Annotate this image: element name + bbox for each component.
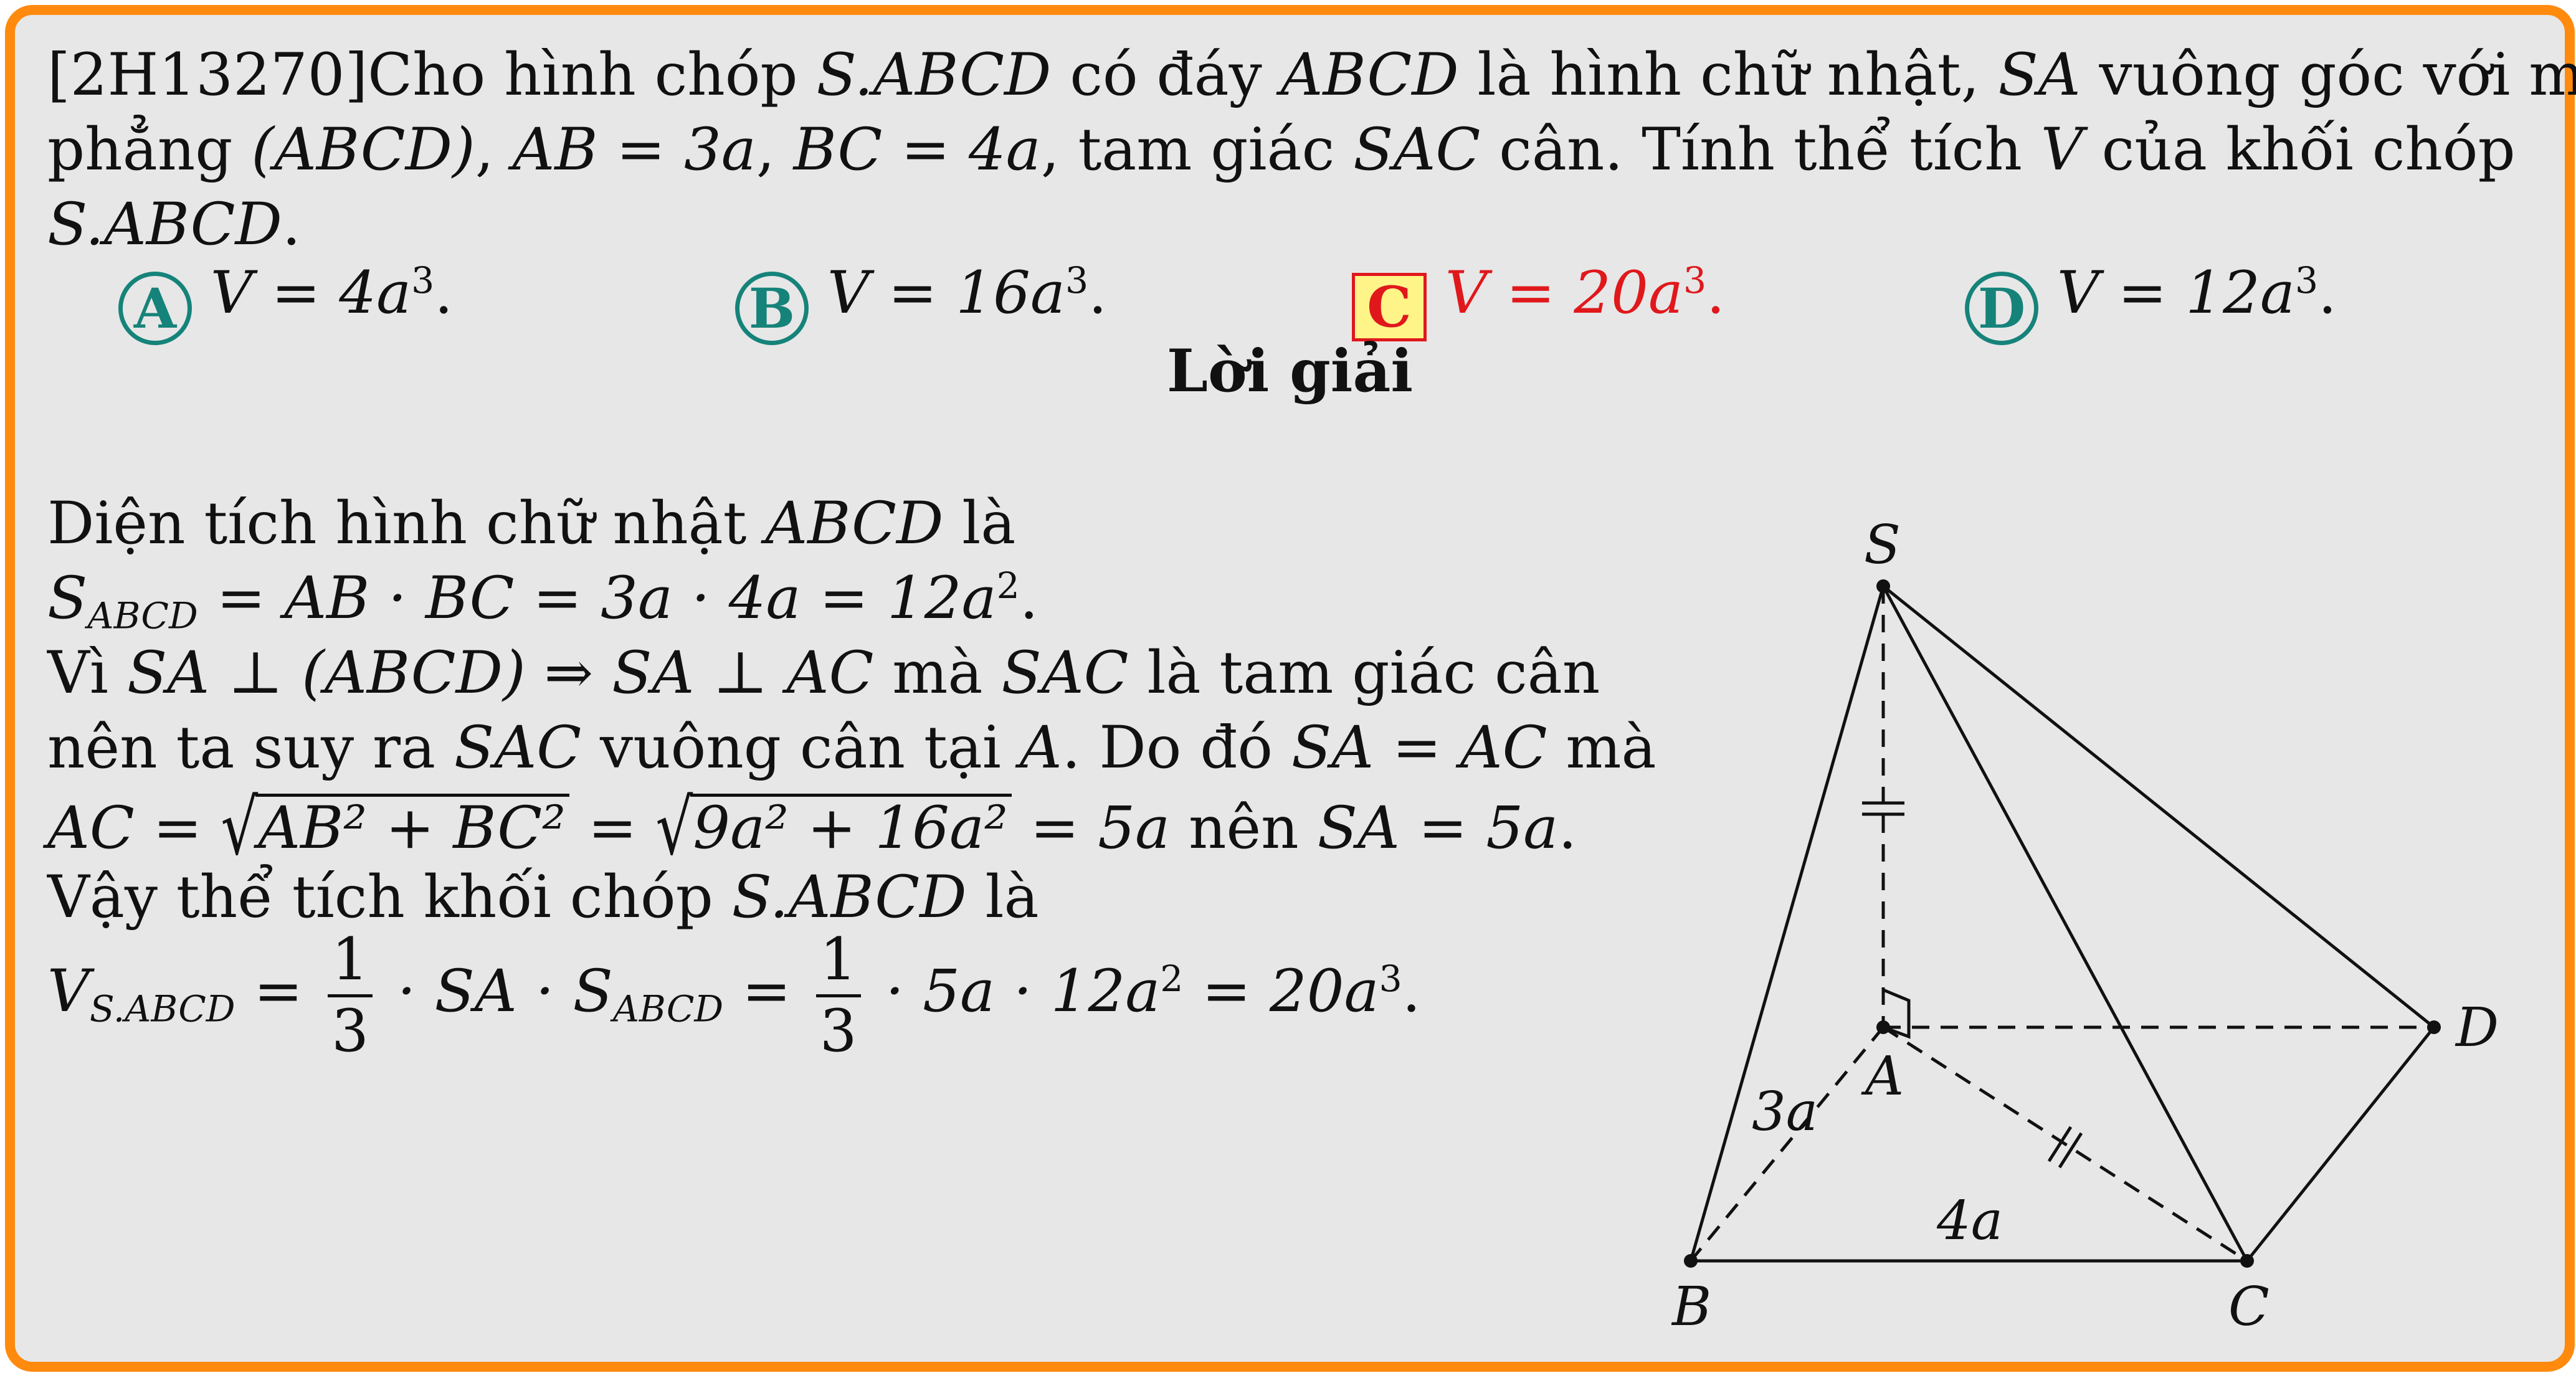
vertex-label-s: S: [1864, 514, 1901, 576]
vertex-c-dot: [2240, 1254, 2254, 1268]
edge-sc: [1881, 585, 2249, 1262]
edge-label-3a: 3a: [1752, 1081, 1818, 1143]
vertex-s-dot: [1876, 579, 1890, 593]
pyramid-figure: S A B C D 3a 4a: [1671, 514, 2499, 1338]
tick-ac-2: [2058, 1132, 2083, 1169]
vertex-label-c: C: [2228, 1276, 2269, 1338]
option-c-correct[interactable]: C V = 20a3.: [1352, 262, 1725, 341]
sqrt-ab-bc: AB² + BC²: [255, 794, 569, 858]
right-angle-mark: [1883, 988, 1911, 1039]
option-b[interactable]: B V = 16a3.: [735, 262, 1107, 345]
vertex-label-d: D: [2455, 997, 2499, 1059]
problem-card: [2H13270]Cho hình chóp S.ABCD có đáy ABC…: [5, 5, 2576, 1372]
tick-ac-1: [2047, 1126, 2073, 1162]
question-line-3: S.ABCD.: [47, 191, 301, 259]
question-line-2: phẳng (ABCD), AB = 3a, BC = 4a, tam giác…: [47, 116, 2516, 184]
vertex-d-dot: [2427, 1020, 2441, 1034]
edge-sd: [1882, 585, 2435, 1029]
edge-sb: [1689, 586, 1885, 1261]
solution-line-1: Diện tích hình chữ nhật ABCD là: [47, 490, 1016, 558]
solution-line-4: nên ta suy ra SAC vuông cân tại A. Do đó…: [47, 714, 1656, 782]
edge-ab: [1690, 1026, 1884, 1262]
solution-line-3: Vì SA ⊥ (ABCD) ⇒ SA ⊥ AC mà SAC là tam g…: [47, 639, 1600, 707]
solution-line-5: AC = √AB² + BC² = √9a² + 16a² = 5a nên S…: [47, 784, 1577, 873]
edge-cd: [2246, 1026, 2435, 1262]
option-a-marker: A: [118, 272, 192, 345]
vertex-label-a: A: [1861, 1045, 1904, 1108]
sqrt-9a-16a: 9a² + 16a²: [690, 794, 1012, 858]
option-b-marker: B: [735, 272, 809, 345]
option-d[interactable]: D V = 12a3.: [1965, 262, 2337, 345]
solution-line-2: SABCD = AB · BC = 3a · 4a = 12a2.: [47, 564, 1038, 637]
solution-line-6: Vậy thể tích khối chóp S.ABCD là: [47, 863, 1039, 931]
vertex-label-b: B: [1671, 1276, 1711, 1338]
vertex-a-dot: [1876, 1020, 1890, 1034]
solution-heading: Lời giải: [1166, 337, 1414, 406]
question-code: [2H13270]: [47, 41, 368, 109]
option-a[interactable]: A V = 4a3.: [118, 262, 453, 345]
option-d-marker: D: [1965, 272, 2038, 345]
edge-label-4a: 4a: [1936, 1190, 2003, 1252]
vertex-b-dot: [1684, 1254, 1698, 1268]
question-line-1: [2H13270]Cho hình chóp S.ABCD có đáy ABC…: [47, 41, 2576, 109]
option-c-marker: C: [1352, 273, 1427, 341]
edge-ac: [1882, 1025, 2248, 1263]
